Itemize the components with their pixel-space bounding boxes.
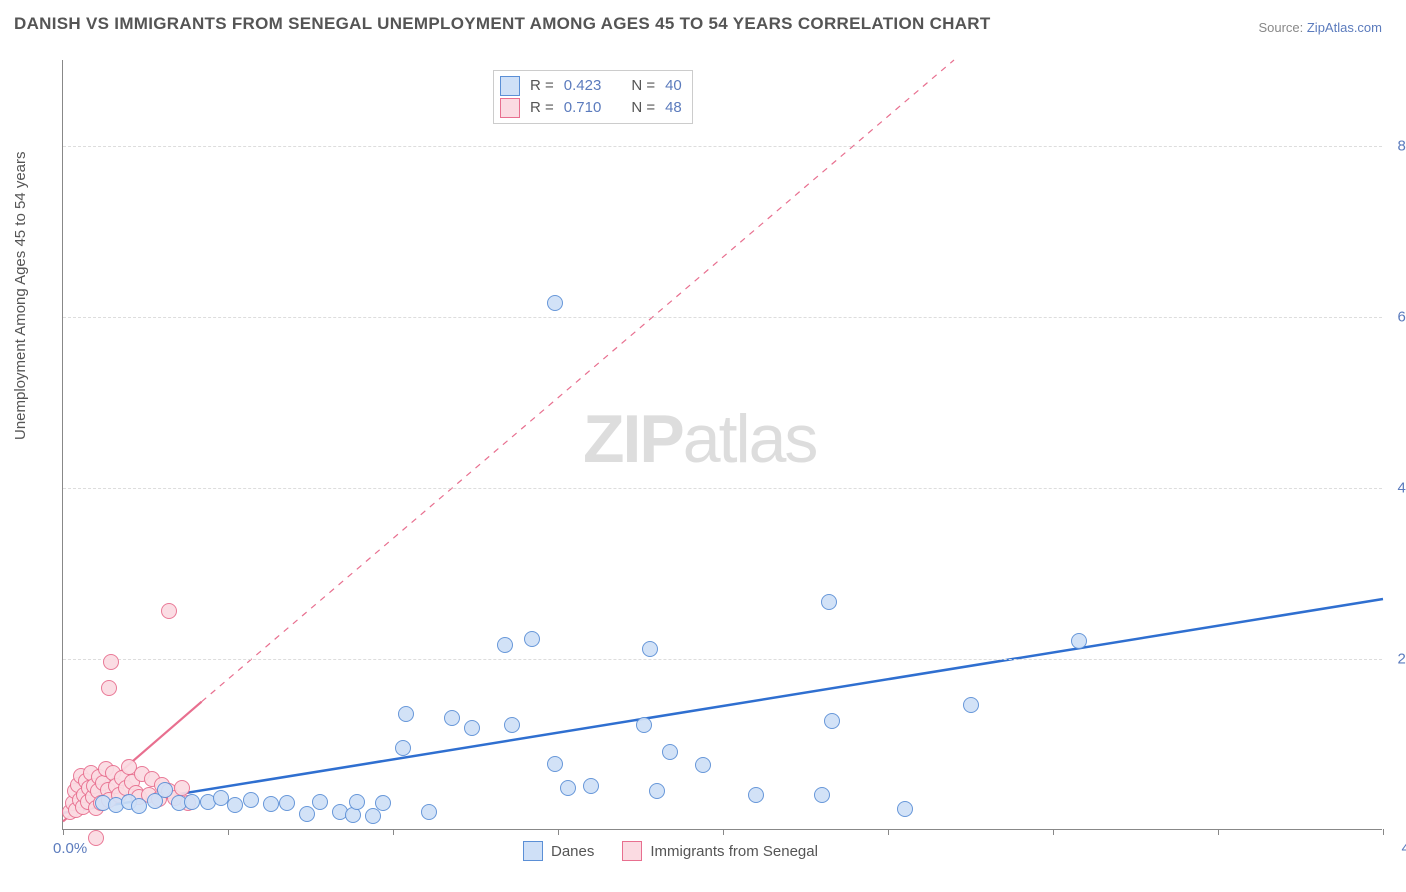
x-axis-zero-label: 0.0%	[53, 840, 87, 857]
grid-line	[63, 488, 1382, 489]
r-label-2: R =	[530, 97, 554, 119]
data-point	[963, 697, 979, 713]
data-point	[375, 795, 391, 811]
swatch-1	[500, 76, 520, 96]
data-point	[444, 710, 460, 726]
data-point	[279, 795, 295, 811]
x-tick	[1218, 829, 1219, 835]
data-point	[312, 794, 328, 810]
data-point	[662, 744, 678, 760]
correlation-row-1: R = 0.423 N = 40	[500, 75, 682, 97]
legend-swatch-senegal	[622, 841, 642, 861]
grid-line	[63, 146, 1382, 147]
data-point	[524, 631, 540, 647]
correlation-row-2: R = 0.710 N = 48	[500, 97, 682, 119]
data-point	[1071, 633, 1087, 649]
legend-label-danes: Danes	[551, 843, 594, 860]
x-tick	[1383, 829, 1384, 835]
data-point	[636, 717, 652, 733]
n-label-2: N =	[631, 97, 655, 119]
data-point	[263, 796, 279, 812]
plot-area: ZIPatlas 0.0% 40.0% R = 0.423 N = 40 R =…	[62, 60, 1382, 830]
n-label-1: N =	[631, 75, 655, 97]
data-point	[88, 830, 104, 846]
y-tick-label: 20.0%	[1397, 650, 1406, 667]
data-point	[547, 756, 563, 772]
grid-line	[63, 317, 1382, 318]
source-attribution: Source: ZipAtlas.com	[1258, 20, 1382, 35]
data-point	[748, 787, 764, 803]
data-point	[398, 706, 414, 722]
legend-item-senegal: Immigrants from Senegal	[622, 841, 818, 861]
x-tick	[228, 829, 229, 835]
trend-lines-svg	[63, 60, 1382, 829]
chart-title: DANISH VS IMMIGRANTS FROM SENEGAL UNEMPL…	[14, 14, 991, 34]
data-point	[227, 797, 243, 813]
data-point	[243, 792, 259, 808]
data-point	[504, 717, 520, 733]
y-tick-label: 40.0%	[1397, 479, 1406, 496]
trend-line	[202, 60, 954, 702]
n-value-2: 48	[665, 97, 682, 119]
data-point	[649, 783, 665, 799]
data-point	[157, 782, 173, 798]
x-tick	[63, 829, 64, 835]
x-tick	[558, 829, 559, 835]
swatch-2	[500, 98, 520, 118]
data-point	[103, 654, 119, 670]
y-tick-label: 60.0%	[1397, 308, 1406, 325]
data-point	[131, 798, 147, 814]
legend-swatch-danes	[523, 841, 543, 861]
x-axis-max-label: 40.0%	[1401, 840, 1406, 857]
data-point	[421, 804, 437, 820]
data-point	[547, 295, 563, 311]
data-point	[299, 806, 315, 822]
data-point	[824, 713, 840, 729]
x-tick	[1053, 829, 1054, 835]
trend-line	[63, 599, 1383, 813]
x-tick	[723, 829, 724, 835]
data-point	[583, 778, 599, 794]
data-point	[814, 787, 830, 803]
series-legend: Danes Immigrants from Senegal	[523, 841, 818, 861]
x-tick	[888, 829, 889, 835]
source-link[interactable]: ZipAtlas.com	[1307, 20, 1382, 35]
data-point	[497, 637, 513, 653]
data-point	[560, 780, 576, 796]
x-tick	[393, 829, 394, 835]
data-point	[184, 794, 200, 810]
y-tick-label: 80.0%	[1397, 137, 1406, 154]
legend-label-senegal: Immigrants from Senegal	[650, 843, 818, 860]
r-value-2: 0.710	[564, 97, 602, 119]
correlation-legend: R = 0.423 N = 40 R = 0.710 N = 48	[493, 70, 693, 124]
n-value-1: 40	[665, 75, 682, 97]
data-point	[695, 757, 711, 773]
data-point	[642, 641, 658, 657]
data-point	[349, 794, 365, 810]
data-point	[161, 603, 177, 619]
data-point	[897, 801, 913, 817]
y-axis-title: Unemployment Among Ages 45 to 54 years	[12, 151, 29, 440]
r-label-1: R =	[530, 75, 554, 97]
data-point	[464, 720, 480, 736]
data-point	[395, 740, 411, 756]
legend-item-danes: Danes	[523, 841, 594, 861]
source-label: Source:	[1258, 20, 1306, 35]
data-point	[821, 594, 837, 610]
r-value-1: 0.423	[564, 75, 602, 97]
chart-container: Unemployment Among Ages 45 to 54 years Z…	[48, 50, 1388, 850]
data-point	[101, 680, 117, 696]
grid-line	[63, 659, 1382, 660]
